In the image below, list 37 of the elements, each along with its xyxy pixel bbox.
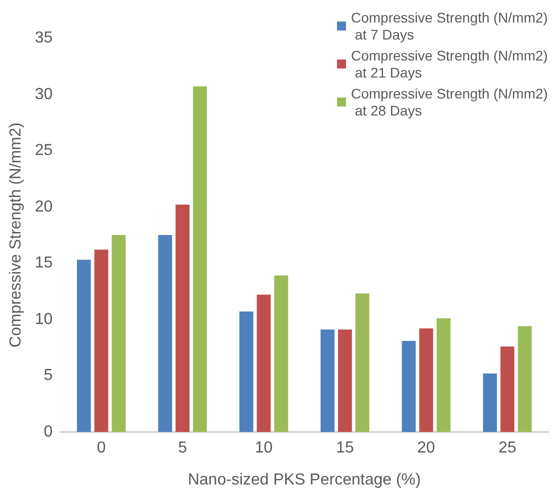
- x-tick-label: 5: [178, 440, 188, 456]
- x-tick-label: 15: [336, 440, 354, 456]
- y-tick-label: 25: [34, 142, 53, 160]
- bar: [239, 312, 254, 432]
- bar: [518, 326, 532, 432]
- y-tick-label: 30: [34, 86, 53, 103]
- bar: [320, 330, 335, 432]
- bar: [192, 86, 207, 432]
- x-tick-label: 25: [498, 440, 516, 456]
- y-tick-label: 5: [44, 367, 53, 384]
- y-tick-label: 35: [34, 30, 53, 46]
- y-tick-label: 15: [34, 254, 53, 272]
- legend-label: Compressive Strength (N/mm2) at 21 Days: [351, 48, 548, 80]
- bar: [256, 294, 271, 432]
- x-tick-label: 0: [96, 440, 106, 456]
- bar: [402, 340, 416, 432]
- bar: [483, 373, 497, 432]
- bar: [158, 235, 172, 432]
- bar: [112, 235, 126, 432]
- bar: [176, 204, 190, 432]
- x-tick-label: 20: [417, 440, 436, 456]
- bar: [500, 346, 514, 432]
- bar: [436, 318, 451, 432]
- bar: [274, 276, 288, 432]
- legend-label: Compressive Strength (N/mm2) at 28 Days: [351, 86, 548, 118]
- bar: [76, 260, 91, 432]
- bar: [94, 250, 108, 432]
- x-axis-title: Nano-sized PKS Percentage (%): [188, 472, 421, 488]
- y-axis-title: Compressive Strength (N/mm2): [8, 122, 24, 348]
- y-tick-label: 20: [34, 198, 53, 216]
- bar: [355, 294, 370, 432]
- y-tick-label: 10: [34, 310, 53, 328]
- bar: [419, 328, 434, 432]
- x-tick-label: 10: [254, 440, 273, 456]
- y-tick-label: 0: [44, 424, 53, 440]
- bar: [338, 330, 352, 432]
- legend-label: Compressive Strength (N/mm2) at 7 Days: [351, 10, 548, 42]
